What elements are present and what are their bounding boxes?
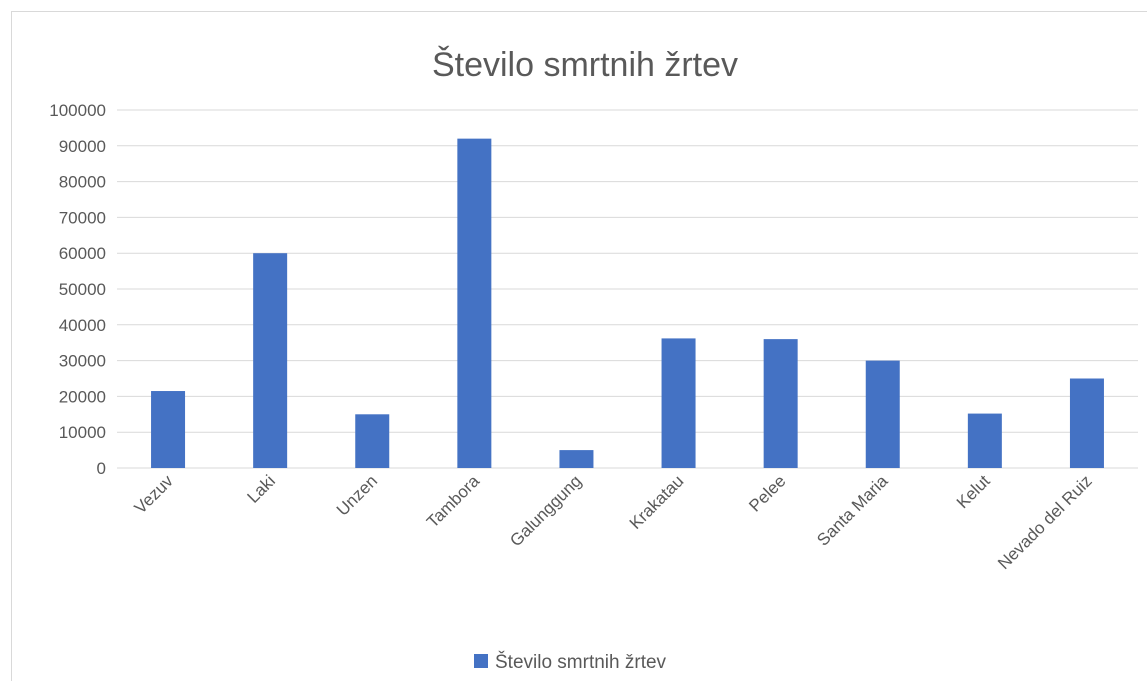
bar-santa-maria <box>865 360 900 468</box>
y-tick-label: 10000 <box>59 423 106 442</box>
legend-label: Število smrtnih žrtev <box>495 651 667 673</box>
y-tick-label: 100000 <box>49 101 106 120</box>
y-tick-label: 90000 <box>59 137 106 156</box>
bar-pelee <box>763 339 798 468</box>
x-tick-label: Pelee <box>745 471 789 515</box>
y-tick-label: 60000 <box>59 244 106 263</box>
y-tick-label: 50000 <box>59 280 106 299</box>
y-tick-label: 0 <box>97 459 106 478</box>
x-tick-label: Santa Maria <box>813 471 892 550</box>
y-tick-label: 80000 <box>59 173 106 192</box>
x-tick-label: Unzen <box>333 471 381 519</box>
y-tick-label: 70000 <box>59 208 106 227</box>
gridlines <box>117 109 1138 469</box>
bars <box>151 138 1104 468</box>
bar-unzen <box>355 414 390 468</box>
bar-nevado-del-ruiz <box>1069 378 1104 468</box>
x-tick-label: Vezuv <box>131 471 178 518</box>
y-tick-label: 30000 <box>59 352 106 371</box>
x-tick-label: Nevado del Ruiz <box>994 471 1096 573</box>
bar-laki <box>253 253 288 468</box>
bar-galunggung <box>559 450 594 468</box>
legend: Število smrtnih žrtev <box>474 651 667 673</box>
legend-swatch <box>474 654 488 668</box>
y-tick-label: 40000 <box>59 316 106 335</box>
y-axis: 0 10000 20000 30000 40000 50000 60000 70000 8000… <box>49 101 106 478</box>
x-tick-label: Kelut <box>953 471 994 512</box>
bar-krakatau <box>661 338 696 468</box>
x-tick-label: Tambora <box>423 471 484 532</box>
bar-tambora <box>457 138 492 468</box>
x-tick-label: Galunggung <box>506 471 585 550</box>
bar-vezuv <box>151 391 186 468</box>
chart-frame <box>11 11 1147 681</box>
x-axis: Vezuv Laki Unzen Tambora Galunggung Krakatau P… <box>131 471 1096 573</box>
chart-title: Število smrtnih žrtev <box>432 46 738 84</box>
y-tick-label: 20000 <box>59 387 106 406</box>
x-tick-label: Krakatau <box>626 471 688 533</box>
bar-kelut <box>967 413 1002 468</box>
x-tick-label: Laki <box>243 471 278 506</box>
